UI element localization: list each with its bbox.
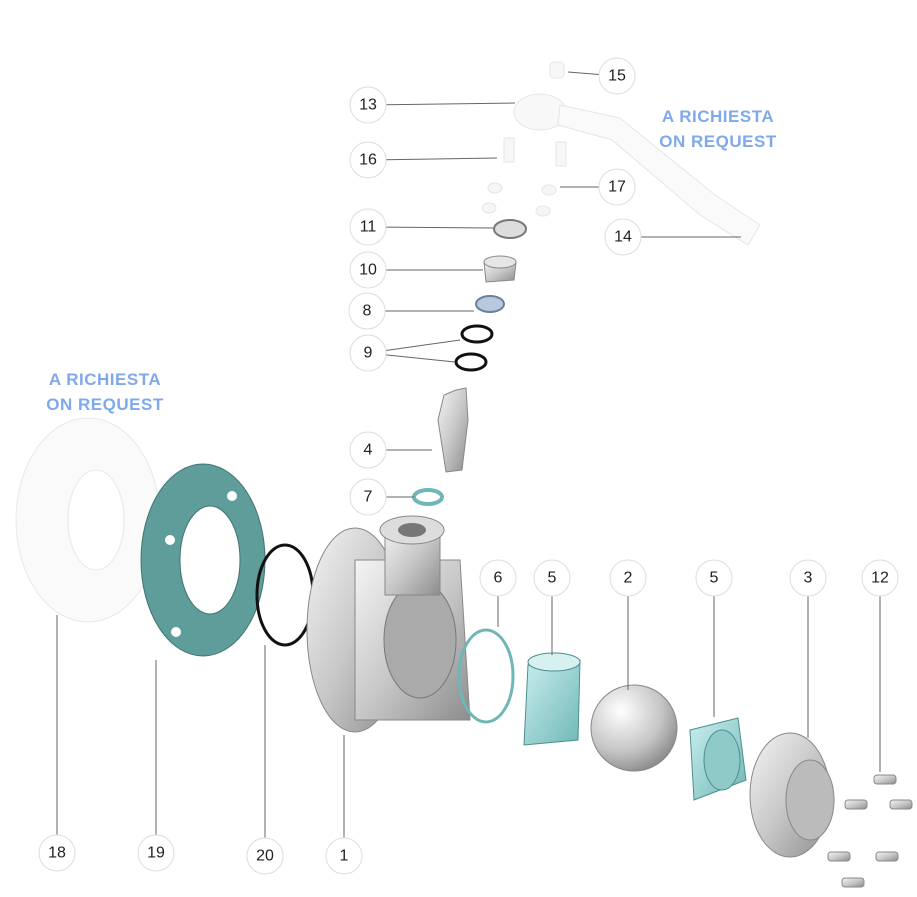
- callout-circle: [246, 837, 284, 875]
- flange-18: [15, 417, 161, 623]
- callout-label: 16: [359, 152, 377, 169]
- ball-2: [590, 684, 678, 772]
- callout-circle: [349, 478, 387, 516]
- callout-label: 4: [364, 442, 373, 459]
- callout-circle: [349, 141, 387, 179]
- leader-line: [385, 339, 461, 351]
- callout-label: 15: [608, 68, 626, 85]
- callout-circle: [38, 834, 76, 872]
- callout-circle: [349, 334, 387, 372]
- callout-label: 13: [359, 97, 377, 114]
- o-ring-20: [255, 543, 315, 647]
- callout-label: 11: [360, 219, 377, 236]
- note-line: A RICHIESTA: [49, 370, 161, 389]
- callout-circle: [609, 559, 647, 597]
- leader-line: [385, 354, 456, 363]
- callout-circle: [533, 559, 571, 597]
- end-cap-3: [749, 732, 835, 858]
- bolts-12: [827, 774, 913, 888]
- leader-line: [385, 226, 494, 229]
- callout-circle: [598, 168, 636, 206]
- callout-circle: [598, 57, 636, 95]
- body-1: [306, 515, 471, 733]
- callout-circle: [695, 559, 733, 597]
- callout-label: 6: [494, 570, 503, 587]
- callout-label: 3: [804, 570, 813, 587]
- callout-label: 7: [364, 489, 373, 506]
- callout-label: 10: [359, 262, 377, 279]
- callout-circle: [861, 559, 899, 597]
- callout-circle: [348, 292, 386, 330]
- callout-circle: [325, 837, 363, 875]
- note-line: A RICHIESTA: [662, 107, 774, 126]
- seat-5a: [523, 652, 581, 746]
- callout-circle: [349, 251, 387, 289]
- callout-label: 18: [48, 845, 66, 862]
- callout-circle: [479, 559, 517, 597]
- o-ring-6: [457, 628, 515, 724]
- callout-label: 14: [614, 229, 632, 246]
- callouts: 15 13 16 17 11 14 10 8 9 4 7 6 5 2 5 3 12 18 19 20 1: [38, 57, 899, 875]
- callout-label: 5: [548, 570, 557, 587]
- callout-label: 12: [871, 570, 889, 587]
- callout-circle: [349, 431, 387, 469]
- callout-circle: [349, 86, 387, 124]
- callout-label: 1: [340, 848, 349, 865]
- callout-label: 19: [147, 845, 165, 862]
- gasket-19: [140, 463, 266, 657]
- callout-label: 5: [710, 570, 719, 587]
- leader-line: [567, 71, 600, 76]
- note-line: ON REQUEST: [659, 132, 777, 151]
- callout-circle: [789, 559, 827, 597]
- callout-circle: [349, 208, 387, 246]
- stem-parts: [412, 219, 527, 506]
- callout-circle: [137, 834, 175, 872]
- callout-label: 2: [624, 570, 633, 587]
- callout-label: 8: [363, 303, 372, 320]
- callout-label: 9: [364, 345, 373, 362]
- leader-line: [385, 102, 516, 106]
- note-line: ON REQUEST: [46, 395, 164, 414]
- handle: [481, 61, 761, 246]
- leader-line: [385, 157, 498, 161]
- callout-circle: [604, 218, 642, 256]
- seat-5b: [689, 717, 747, 801]
- callout-label: 20: [256, 848, 274, 865]
- callout-label: 17: [608, 179, 626, 196]
